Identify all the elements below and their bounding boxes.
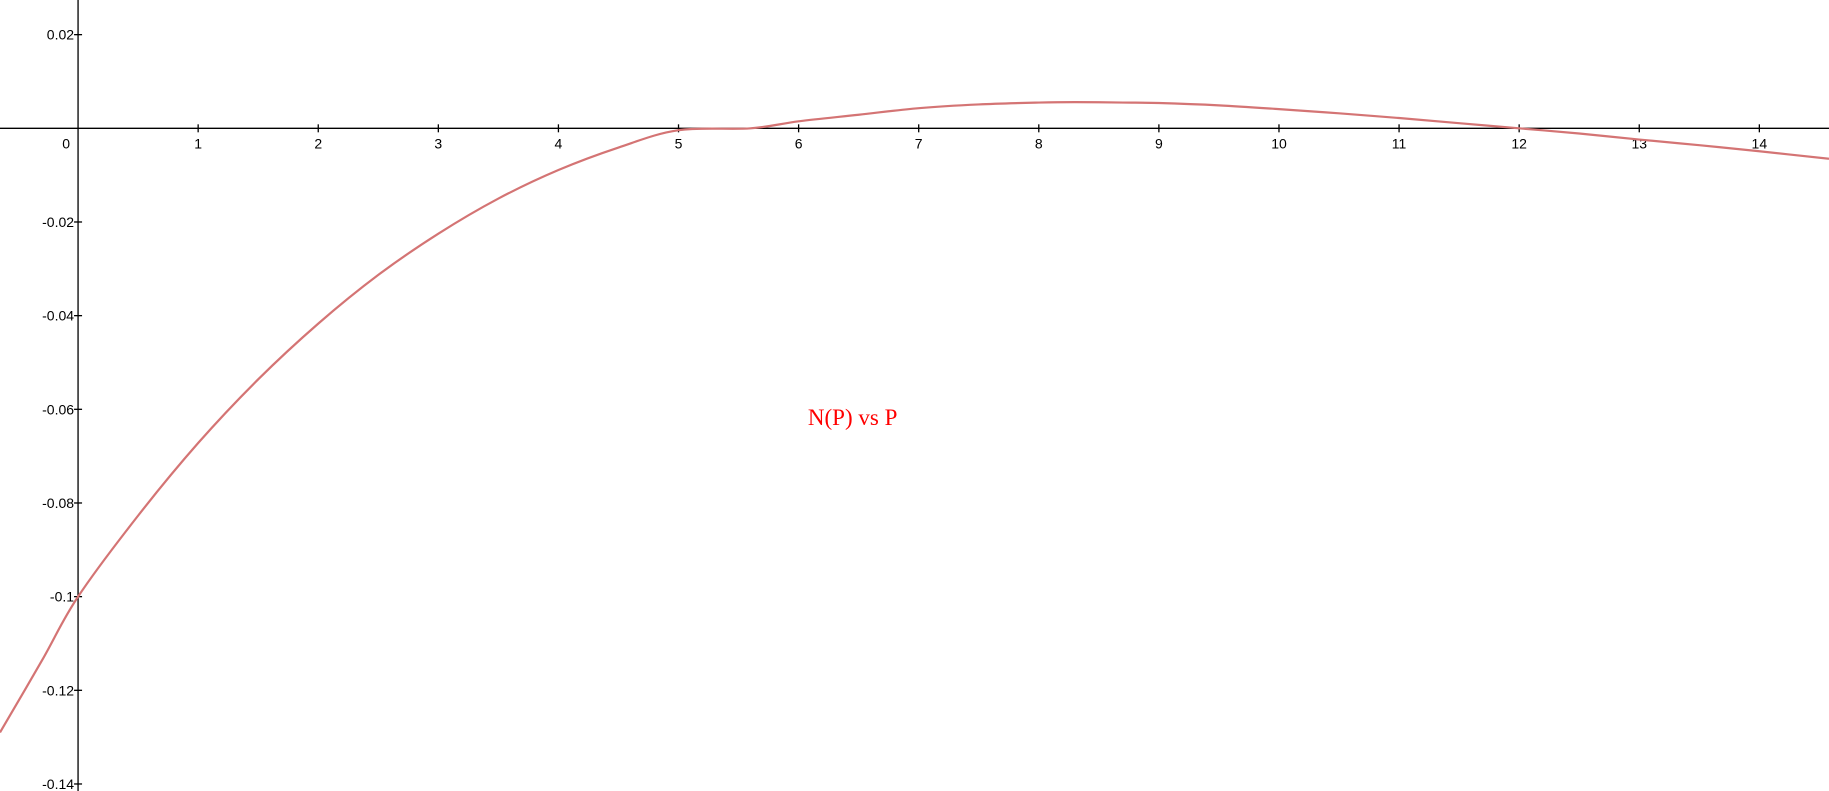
x-tick-label: 0: [62, 135, 70, 151]
x-tick-label: 9: [1155, 135, 1163, 151]
y-ticks: 0.02 -0.02 -0.04 -0.06 -0.08 -0.1 -0.12 -0.14: [42, 27, 83, 791]
x-tick-label: 7: [915, 135, 923, 151]
x-ticks: 0 1 2 3 4 5 6 7 8 9 10 11 12 13 14: [62, 124, 1767, 151]
y-tick-label: -0.08: [42, 495, 74, 511]
annotation-layer: N(P) vs P: [808, 405, 897, 430]
x-tick-label: 6: [795, 135, 803, 151]
x-tick-label: 1: [194, 135, 202, 151]
x-tick-label: 14: [1752, 135, 1768, 151]
x-tick-label: 4: [555, 135, 563, 151]
series-line: [0, 100, 1829, 734]
x-tick-label: 2: [314, 135, 322, 151]
y-tick-label: -0.12: [42, 682, 74, 698]
y-tick-label: -0.1: [50, 589, 74, 605]
series-layer: [0, 100, 1829, 734]
x-tick-label: 12: [1511, 135, 1527, 151]
x-tick-label: 11: [1392, 135, 1407, 151]
y-tick-label: -0.02: [42, 214, 74, 230]
y-tick-label: -0.06: [42, 401, 74, 417]
x-tick-label: 3: [434, 135, 442, 151]
y-tick-label: -0.04: [42, 308, 74, 324]
annotation-label: N(P) vs P: [808, 405, 897, 430]
x-tick-label: 5: [675, 135, 683, 151]
x-tick-label: 13: [1631, 135, 1647, 151]
x-tick-label: 8: [1035, 135, 1043, 151]
y-tick-label: -0.14: [42, 776, 74, 791]
x-tick-label: 10: [1271, 135, 1287, 151]
y-tick-label: 0.02: [47, 27, 74, 43]
